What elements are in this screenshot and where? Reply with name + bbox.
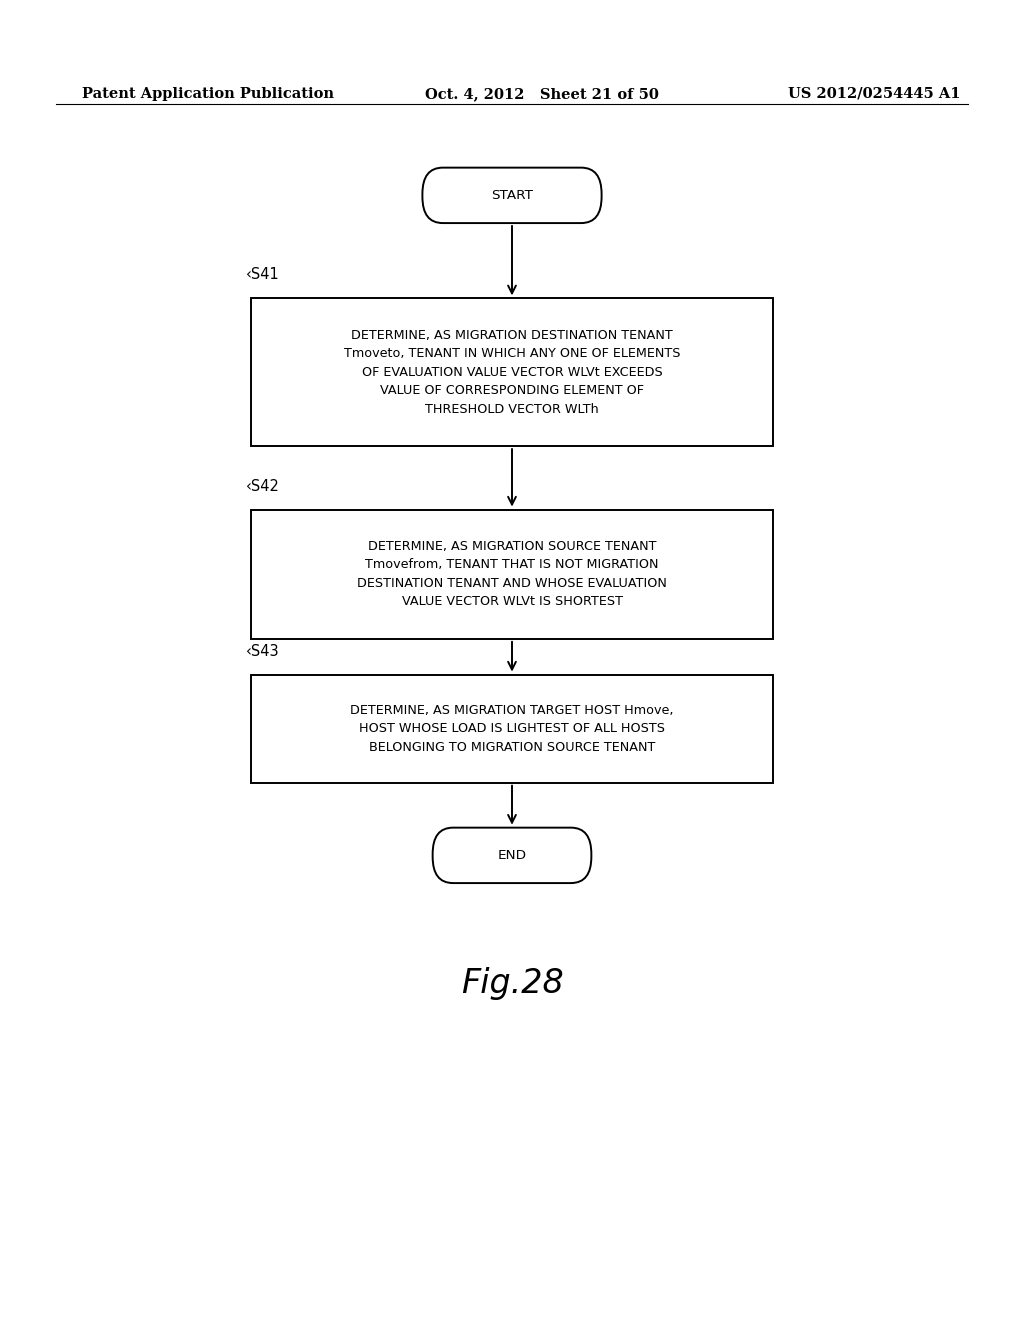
FancyBboxPatch shape (422, 168, 601, 223)
Text: ‹S43: ‹S43 (246, 644, 280, 659)
Text: DETERMINE, AS MIGRATION SOURCE TENANT
Tmovefrom, TENANT THAT IS NOT MIGRATION
DE: DETERMINE, AS MIGRATION SOURCE TENANT Tm… (357, 540, 667, 609)
Text: DETERMINE, AS MIGRATION DESTINATION TENANT
Tmoveto, TENANT IN WHICH ANY ONE OF E: DETERMINE, AS MIGRATION DESTINATION TENA… (344, 329, 680, 416)
FancyBboxPatch shape (251, 510, 773, 639)
FancyBboxPatch shape (251, 298, 773, 446)
FancyBboxPatch shape (432, 828, 592, 883)
FancyBboxPatch shape (251, 675, 773, 783)
Text: Patent Application Publication: Patent Application Publication (82, 87, 334, 100)
Text: END: END (498, 849, 526, 862)
Text: Fig.28: Fig.28 (461, 966, 563, 1001)
Text: DETERMINE, AS MIGRATION TARGET HOST Hmove,
HOST WHOSE LOAD IS LIGHTEST OF ALL HO: DETERMINE, AS MIGRATION TARGET HOST Hmov… (350, 704, 674, 754)
Text: ‹S42: ‹S42 (246, 479, 280, 494)
Text: Oct. 4, 2012   Sheet 21 of 50: Oct. 4, 2012 Sheet 21 of 50 (425, 87, 658, 100)
Text: ‹S41: ‹S41 (246, 268, 280, 282)
Text: START: START (490, 189, 534, 202)
Text: US 2012/0254445 A1: US 2012/0254445 A1 (788, 87, 961, 100)
